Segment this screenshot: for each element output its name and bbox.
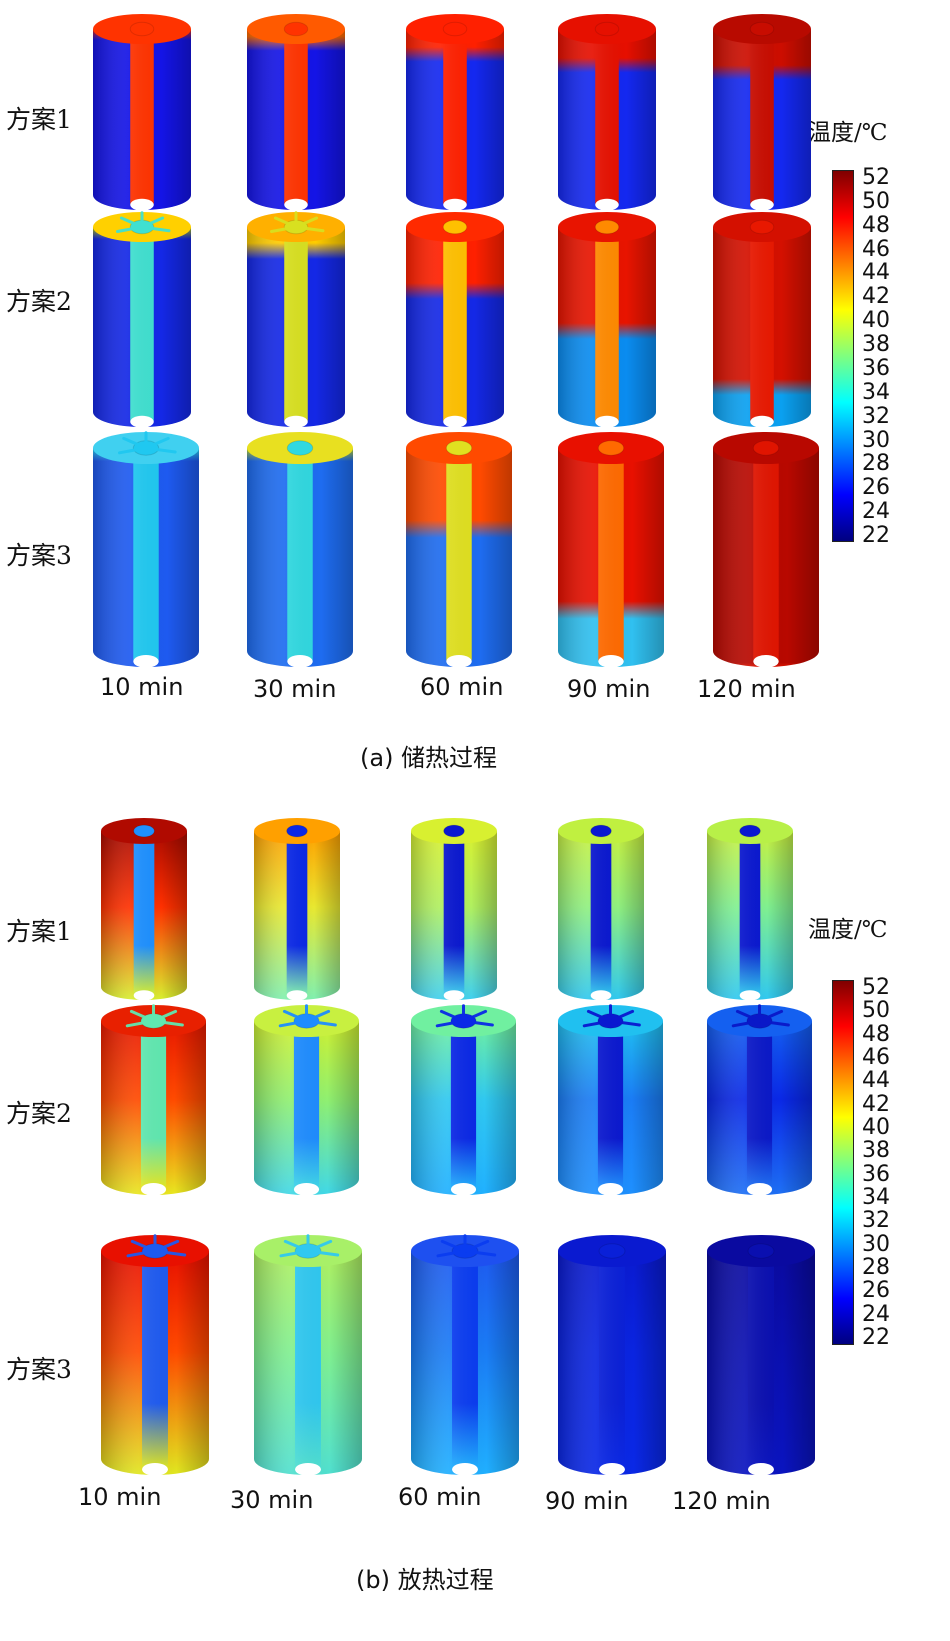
- colorbar-tick: 52: [862, 975, 890, 1000]
- cylinder-b-scheme3-t1: [101, 1234, 209, 1476]
- colorbar-tick: 46: [862, 1045, 890, 1070]
- cylinder-b-scheme1-t5: [707, 818, 793, 1001]
- fin-lines: [126, 1234, 187, 1258]
- colorbar-ticks-b: 52 50 48 46 44 42 40 38 36 34 32 30 28 26 24 22: [862, 977, 922, 1349]
- fin-lines: [118, 431, 177, 455]
- scheme-label-3: 方案3: [6, 541, 72, 570]
- time-label-90-b: 90 min: [545, 1487, 629, 1515]
- colorbar-tick: 24: [862, 499, 890, 525]
- colorbar-tick: 24: [862, 1301, 890, 1327]
- cylinder-b-scheme1-t2: [254, 818, 340, 1001]
- cylinder-a-scheme3-t4: [558, 432, 664, 668]
- fin-lines: [270, 211, 325, 233]
- time-label-30-b: 30 min: [230, 1486, 314, 1514]
- cylinder-a-scheme1-t5: [713, 14, 811, 211]
- colorbar-tick: 28: [862, 451, 890, 477]
- cylinder-b-scheme3-t4: [558, 1235, 666, 1476]
- cylinder-b-scheme1-t1: [101, 818, 187, 1001]
- colorbar-tick: 34: [862, 379, 890, 405]
- cylinder-a-scheme2-t1: [93, 211, 191, 428]
- fin-lines: [582, 1004, 641, 1028]
- colorbar-tick: 28: [862, 1255, 890, 1280]
- colorbar-title-b: 温度/℃: [808, 917, 888, 943]
- colorbar-tick: 42: [862, 1091, 890, 1117]
- time-label-60-b: 60 min: [398, 1483, 482, 1511]
- fin-lines: [125, 1004, 184, 1028]
- caption-b: (b) 放热过程: [356, 1566, 494, 1594]
- cylinder-a-scheme2-t4: [558, 212, 656, 428]
- colorbar-tick: 30: [862, 1231, 890, 1257]
- colorbar-tick: 22: [862, 1325, 890, 1350]
- colorbar-tick: 26: [862, 1278, 890, 1304]
- scheme-label-1: 方案1: [6, 105, 72, 134]
- colorbar-a: [832, 170, 854, 542]
- colorbar-tick: 50: [862, 998, 890, 1024]
- scheme-label-2: 方案2: [6, 287, 72, 316]
- time-label-10-b: 10 min: [78, 1483, 162, 1511]
- cylinder-b-scheme1-t4: [558, 818, 644, 1001]
- colorbar-tick: 38: [862, 1138, 890, 1164]
- colorbar-tick: 36: [862, 355, 890, 381]
- colorbar-tick: 40: [862, 1115, 890, 1140]
- colorbar-tick: 48: [862, 1021, 890, 1047]
- cylinder-a-scheme3-t3: [406, 432, 512, 668]
- cylinder-a-scheme2-t2: [247, 211, 345, 428]
- colorbar-tick: 36: [862, 1161, 890, 1187]
- cylinder-a-scheme2-t5: [713, 212, 811, 428]
- colorbar-tick: 30: [862, 427, 890, 453]
- colorbar-tick: 44: [862, 1068, 890, 1094]
- fin-lines: [435, 1004, 494, 1028]
- fin-lines: [436, 1234, 497, 1258]
- cylinder-b-scheme3-t3: [411, 1234, 519, 1476]
- colorbar-tick: 46: [862, 236, 890, 262]
- colorbar-tick: 34: [862, 1185, 890, 1210]
- time-label-90: 90 min: [567, 675, 651, 703]
- fin-lines: [731, 1004, 790, 1028]
- cylinder-a-scheme1-t3: [406, 14, 504, 211]
- caption-a: (a) 储热过程: [360, 744, 498, 772]
- time-label-120: 120 min: [697, 675, 796, 703]
- fin-lines: [279, 1234, 340, 1258]
- cylinder-b-scheme2-t3: [411, 1004, 516, 1196]
- cylinder-a-scheme3-t2: [247, 432, 353, 668]
- time-label-120-b: 120 min: [672, 1487, 771, 1515]
- colorbar-tick: 48: [862, 212, 890, 238]
- colorbar-tick: 42: [862, 284, 890, 310]
- scheme-label-3-b: 方案3: [6, 1355, 72, 1384]
- colorbar-tick: 44: [862, 260, 890, 286]
- colorbar-tick: 38: [862, 332, 890, 358]
- colorbar-ticks-a: 52 50 48 46 44 42 40 38 36 34 32 30 28 26 24 22: [862, 167, 922, 547]
- colorbar-tick: 32: [862, 1208, 890, 1234]
- cylinder-a-scheme2-t3: [406, 212, 504, 428]
- colorbar-tick: 26: [862, 475, 890, 501]
- time-label-30: 30 min: [253, 675, 337, 703]
- scheme-label-2-b: 方案2: [6, 1099, 72, 1128]
- time-label-10: 10 min: [100, 673, 184, 701]
- cylinder-a-scheme3-t5: [713, 432, 819, 668]
- cylinder-b-scheme2-t1: [101, 1004, 206, 1196]
- fin-lines: [116, 211, 171, 233]
- colorbar-tick: 50: [862, 188, 890, 214]
- colorbar-b: [832, 980, 854, 1345]
- cylinder-b-scheme3-t2: [254, 1234, 362, 1476]
- cylinder-a-scheme1-t2: [247, 14, 345, 211]
- colorbar-title-a: 温度/℃: [808, 120, 888, 146]
- colorbar-tick: 40: [862, 308, 890, 334]
- cylinder-a-scheme1-t4: [558, 14, 656, 211]
- cylinder-b-scheme3-t5: [707, 1235, 815, 1476]
- colorbar-tick: 22: [862, 523, 890, 548]
- cylinder-b-scheme1-t3: [411, 818, 497, 1001]
- colorbar-tick: 32: [862, 403, 890, 429]
- colorbar-tick: 52: [862, 165, 890, 190]
- cylinder-b-scheme2-t2: [254, 1004, 359, 1196]
- time-label-60: 60 min: [420, 673, 504, 701]
- cylinder-a-scheme1-t1: [93, 14, 191, 211]
- scheme-label-1-b: 方案1: [6, 917, 72, 946]
- cylinder-b-scheme2-t5: [707, 1004, 812, 1196]
- fin-lines: [278, 1004, 337, 1028]
- cylinder-b-scheme2-t4: [558, 1004, 663, 1196]
- cylinder-a-scheme3-t1: [93, 431, 199, 668]
